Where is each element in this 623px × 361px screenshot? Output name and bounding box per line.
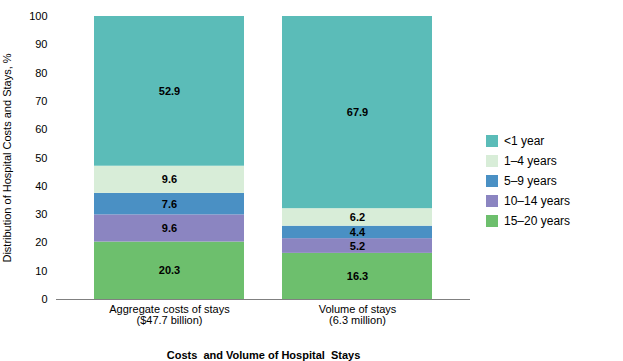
svg-text:70: 70 [35, 95, 47, 107]
svg-text:50: 50 [35, 152, 47, 164]
svg-text:90: 90 [35, 38, 47, 50]
svg-text:Volume of stays(6.3 million): Volume of stays(6.3 million) [319, 303, 397, 326]
svg-text:6.2: 6.2 [350, 211, 365, 223]
svg-text:20: 20 [35, 236, 47, 248]
svg-text:20.3: 20.3 [159, 264, 180, 276]
svg-text:9.6: 9.6 [162, 173, 177, 185]
svg-text:80: 80 [35, 67, 47, 79]
html-text:1–4 years: 1–4 years [504, 153, 557, 168]
svg-text:52.9: 52.9 [159, 85, 180, 97]
html-text:<1 year: <1 year [504, 133, 545, 148]
svg-text:Costs and Volume of Hospital: Costs and Volume of Hospital Stays [167, 349, 361, 361]
html-text:15–20 years: 15–20 years [504, 213, 570, 228]
svg-text:100: 100 [29, 10, 47, 22]
svg-text:Aggregate costs of stays($47.7: Aggregate costs of stays($47.7 billion) [109, 303, 230, 326]
svg-text:30: 30 [35, 208, 47, 220]
svg-text:Distribution of Hospital Costs: Distribution of Hospital Costs and Stays… [1, 53, 13, 262]
svg-text:10: 10 [35, 265, 47, 277]
html-text:10–14 years: 10–14 years [504, 193, 570, 208]
svg-text:7.6: 7.6 [162, 198, 177, 210]
svg-text:9.6: 9.6 [162, 222, 177, 234]
svg-text:5.2: 5.2 [350, 240, 365, 252]
svg-text:60: 60 [35, 123, 47, 135]
svg-text:16.3: 16.3 [347, 270, 368, 282]
svg-text:0: 0 [41, 293, 47, 305]
html-text:5–9 years: 5–9 years [504, 173, 557, 188]
svg-text:40: 40 [35, 180, 47, 192]
svg-text:4.4: 4.4 [350, 226, 366, 238]
svg-text:67.9: 67.9 [347, 106, 368, 118]
